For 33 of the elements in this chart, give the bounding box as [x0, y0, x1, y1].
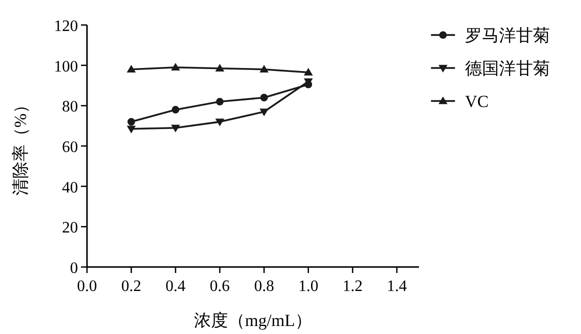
x-tick-label: 0.6	[210, 278, 230, 295]
y-tick-label: 60	[62, 139, 78, 156]
point	[216, 98, 224, 106]
point	[215, 64, 224, 72]
point	[126, 64, 136, 73]
y-tick-label: 80	[62, 98, 78, 116]
legend-label: 德国洋甘菊	[465, 59, 550, 78]
x-tick-label: 0.8	[254, 278, 274, 295]
point	[172, 106, 180, 114]
y-tick-label: 0	[70, 260, 78, 277]
y-tick-label: 100	[54, 58, 78, 76]
legend-label: VC	[465, 92, 489, 111]
x-tick-label: 1.4	[386, 278, 407, 295]
point	[260, 64, 269, 73]
point	[260, 94, 268, 102]
y-axis-title: 清除率（%）	[11, 96, 30, 196]
x-tick-label: 1.0	[298, 278, 318, 295]
y-tick-label: 120	[54, 18, 78, 35]
point	[171, 62, 180, 70]
y-tick-label: 20	[62, 220, 78, 237]
x-axis-title: 浓度（mg/mL）	[194, 311, 312, 330]
point	[215, 118, 224, 126]
x-tick-label: 0.2	[121, 278, 142, 295]
point	[260, 108, 269, 116]
point	[171, 124, 180, 132]
point	[127, 118, 136, 126]
legend-label: 罗马洋甘菊	[465, 26, 550, 45]
x-tick-label: 1.2	[342, 278, 363, 295]
x-tick-label: 0.0	[77, 278, 97, 295]
x-tick-label: 0.4	[166, 278, 186, 295]
y-tick-label: 40	[62, 179, 78, 196]
point	[304, 68, 313, 76]
point	[126, 126, 136, 134]
